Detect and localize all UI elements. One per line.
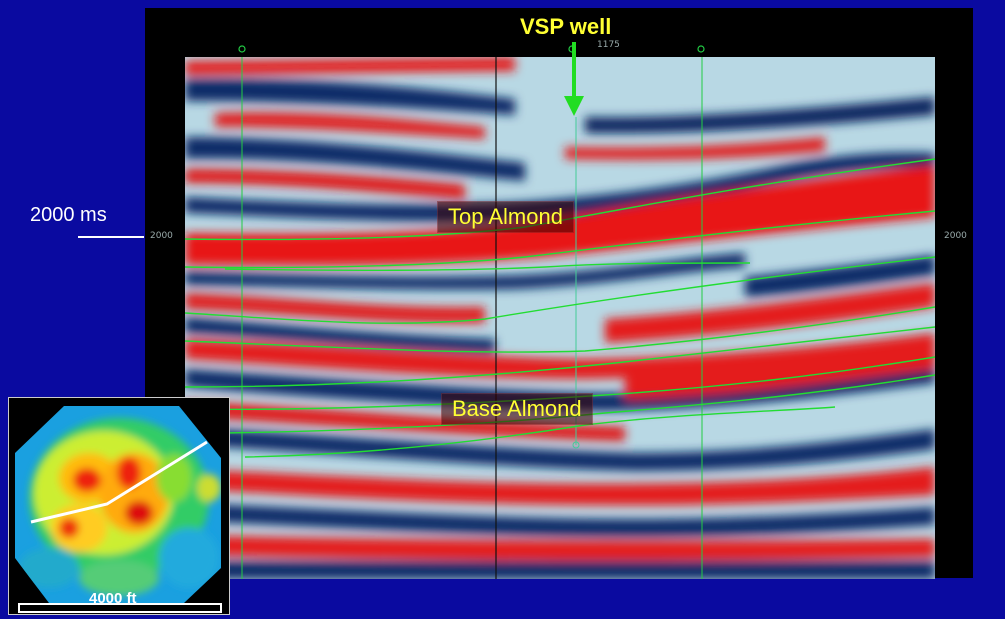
top-almond-red: [185, 165, 935, 266]
vsp-well-bottom-marker: [572, 441, 580, 449]
reflector-blue: [185, 561, 935, 579]
reflector-red: [185, 293, 485, 324]
reflector-blue: [185, 152, 935, 222]
reflector-red: [215, 112, 485, 139]
scale-bar: [18, 603, 222, 613]
horizon-line: [185, 326, 935, 388]
reflector-blue: [185, 253, 745, 290]
horizon-line: [244, 406, 836, 458]
reflector-blue: [185, 78, 515, 115]
scale-bar-label: 4000 ft: [89, 590, 137, 607]
horizon-line: [185, 306, 935, 353]
reflector-red: [185, 333, 935, 379]
time-marker-line: [78, 236, 144, 238]
reflector-blue: [185, 317, 495, 353]
reflector-red: [185, 401, 625, 441]
reflector-red: [185, 169, 465, 199]
reflector-blue: [585, 97, 935, 134]
reflector-blue: [185, 503, 935, 537]
reflector-red: [185, 535, 935, 561]
seismic-section: [185, 57, 935, 579]
time-marker-label: 2000 ms: [30, 204, 107, 226]
inset-map-image: [15, 406, 222, 613]
reflector-red: [185, 57, 515, 75]
base-almond-label: Base Almond: [442, 394, 592, 424]
horizon-line: [185, 210, 935, 269]
top-almond-label: Top Almond: [438, 202, 573, 232]
time-tick-right: 2000: [944, 231, 967, 241]
reflector-red: [565, 137, 825, 160]
reflector-red: [605, 283, 935, 343]
section-line: [30, 440, 208, 524]
time-tick-left: 2000: [150, 231, 173, 241]
reflector-blue: [185, 137, 525, 181]
horizon-line: [224, 262, 751, 272]
horizon-line: [224, 374, 935, 434]
horizon-line: [185, 356, 935, 411]
reflector-red: [185, 467, 935, 506]
well-marker-icon: [697, 45, 705, 53]
inset-map: 4000 ft: [8, 397, 230, 615]
vsp-arrow-icon: [564, 42, 584, 116]
trace-header: 1175: [597, 40, 620, 50]
well-marker-icon: [238, 45, 246, 53]
vsp-well-label: VSP well: [520, 14, 612, 39]
horizon-line: [185, 256, 935, 324]
reflector-blue: [745, 255, 935, 297]
reflector-blue: [185, 427, 935, 471]
